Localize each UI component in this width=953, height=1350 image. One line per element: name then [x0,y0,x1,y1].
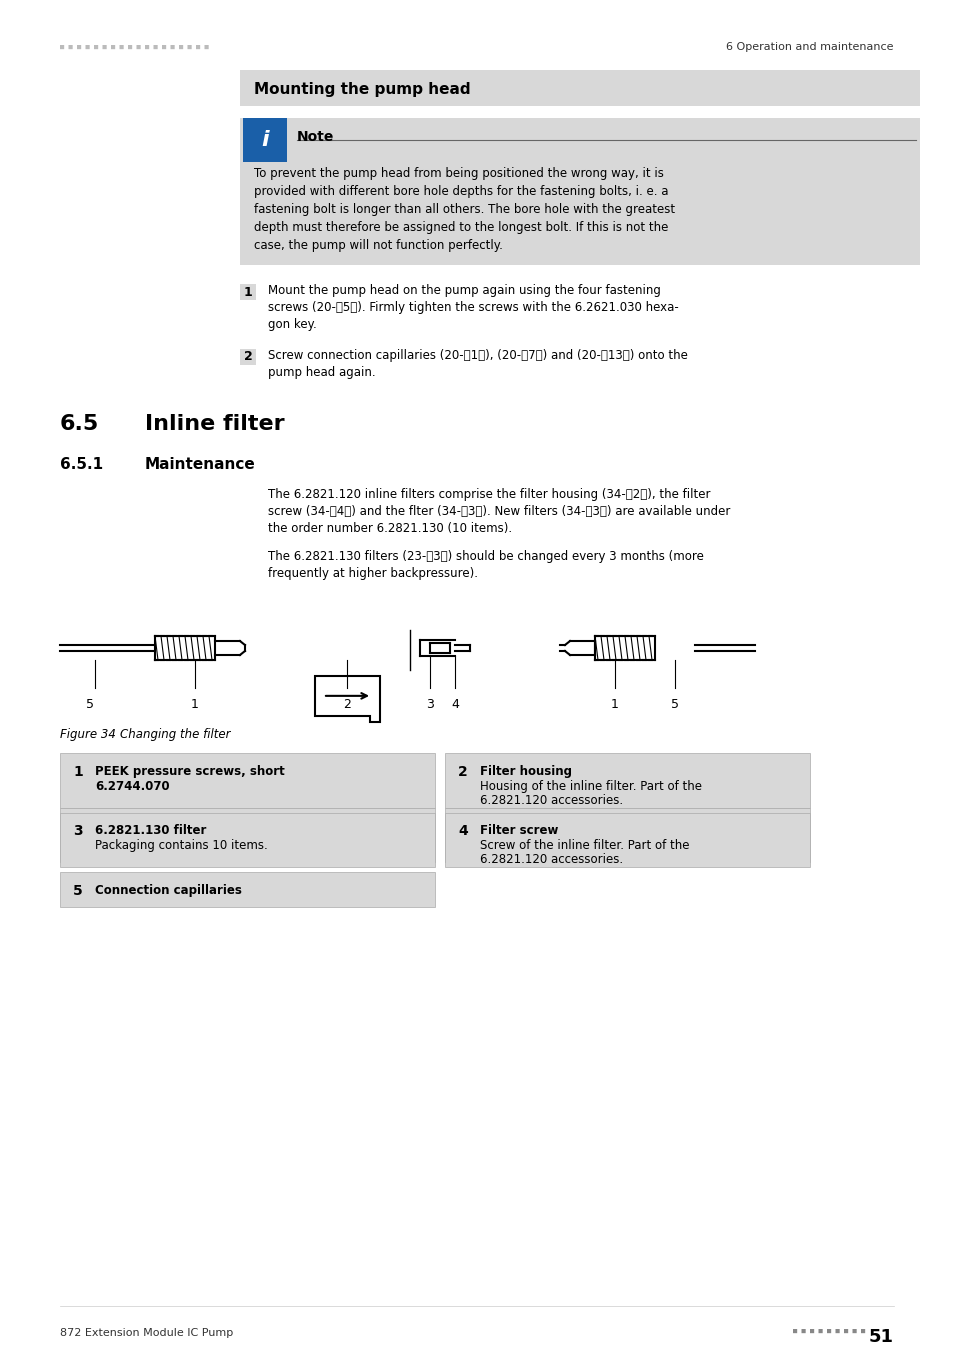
Text: 5: 5 [86,698,94,711]
Text: Housing of the inline filter. Part of the: Housing of the inline filter. Part of th… [479,779,701,792]
Text: depth must therefore be assigned to the longest bolt. If this is not the: depth must therefore be assigned to the … [253,221,668,235]
Text: 6 Operation and maintenance: 6 Operation and maintenance [726,42,893,51]
Text: Screw connection capillaries (20-1), (20-7) and (20-13) onto the: Screw connection capillaries (20-1), (… [268,348,687,362]
Text: 1: 1 [191,698,199,711]
Text: 51: 51 [868,1328,893,1346]
FancyBboxPatch shape [444,813,809,867]
Text: Connection capillaries: Connection capillaries [95,884,242,898]
Text: Mounting the pump head: Mounting the pump head [253,82,470,97]
Text: provided with different bore hole depths for the fastening bolts, i. e. a: provided with different bore hole depths… [253,185,668,198]
Text: pump head again.: pump head again. [268,366,375,379]
FancyBboxPatch shape [60,753,435,807]
Text: the order number 6.2821.130 (10 items).: the order number 6.2821.130 (10 items). [268,522,512,536]
FancyBboxPatch shape [60,813,435,867]
FancyBboxPatch shape [243,117,287,162]
Text: 872 Extension Module IC Pump: 872 Extension Module IC Pump [60,1328,233,1338]
Text: Filter screw: Filter screw [479,825,558,837]
Text: 6.5.1: 6.5.1 [60,456,103,471]
Text: ■ ■ ■ ■ ■ ■ ■ ■ ■: ■ ■ ■ ■ ■ ■ ■ ■ ■ [793,1328,869,1334]
Text: Figure 34: Figure 34 [60,728,115,741]
Text: 3: 3 [426,698,434,711]
FancyBboxPatch shape [240,70,919,105]
Text: Screw of the inline filter. Part of the: Screw of the inline filter. Part of the [479,840,689,852]
Text: Mount the pump head on the pump again using the four fastening: Mount the pump head on the pump again us… [268,284,660,297]
Text: The 6.2821.120 inline filters comprise the filter housing (34-2), the filter: The 6.2821.120 inline filters comprise t… [268,489,710,501]
FancyBboxPatch shape [240,348,255,364]
Text: Note: Note [296,130,334,143]
FancyBboxPatch shape [444,753,809,807]
FancyBboxPatch shape [60,807,435,863]
Text: To prevent the pump head from being positioned the wrong way, it is: To prevent the pump head from being posi… [253,167,663,181]
Text: 6.2821.130 filter: 6.2821.130 filter [95,825,206,837]
FancyBboxPatch shape [240,284,255,300]
Text: 1: 1 [73,764,83,779]
Text: ■ ■ ■ ■ ■ ■ ■ ■ ■ ■ ■ ■ ■ ■ ■ ■ ■ ■: ■ ■ ■ ■ ■ ■ ■ ■ ■ ■ ■ ■ ■ ■ ■ ■ ■ ■ [60,43,213,50]
Text: i: i [261,130,269,150]
Text: Filter housing: Filter housing [479,764,572,778]
Text: case, the pump will not function perfectly.: case, the pump will not function perfect… [253,239,502,252]
Text: 3: 3 [73,825,83,838]
Text: 6.5: 6.5 [60,413,99,433]
Text: The 6.2821.130 filters (23-3) should be changed every 3 months (more: The 6.2821.130 filters (23-3) should b… [268,551,703,563]
Text: 6.2821.120 accessories.: 6.2821.120 accessories. [479,853,622,867]
Text: gon key.: gon key. [268,319,316,331]
Text: frequently at higher backpressure).: frequently at higher backpressure). [268,567,477,580]
Text: 5: 5 [73,884,83,898]
Text: screw (34-4) and the flter (34-3). New filters (34-3) are available under: screw (34-4) and the flter (34-3). N… [268,505,730,518]
Text: 2: 2 [343,698,351,711]
Text: Packaging contains 10 items.: Packaging contains 10 items. [95,840,268,852]
FancyBboxPatch shape [444,807,809,863]
Text: 1: 1 [611,698,618,711]
Text: 2: 2 [243,351,253,363]
Text: Inline filter: Inline filter [145,413,284,433]
Text: 4: 4 [451,698,458,711]
Text: 6.2821.120 accessories.: 6.2821.120 accessories. [479,794,622,806]
Text: 1: 1 [243,286,253,298]
Text: 5: 5 [670,698,679,711]
Text: Changing the filter: Changing the filter [120,728,231,741]
Text: PEEK pressure screws, short: PEEK pressure screws, short [95,764,284,778]
Text: screws (20-5). Firmly tighten the screws with the 6.2621.030 hexa-: screws (20-5). Firmly tighten the scre… [268,301,678,315]
FancyBboxPatch shape [60,872,435,907]
Text: 6.2744.070: 6.2744.070 [95,779,170,792]
FancyBboxPatch shape [240,117,919,265]
Text: 4: 4 [457,825,467,838]
Text: Maintenance: Maintenance [145,456,255,471]
Text: fastening bolt is longer than all others. The bore hole with the greatest: fastening bolt is longer than all others… [253,204,675,216]
Text: 2: 2 [457,764,467,779]
